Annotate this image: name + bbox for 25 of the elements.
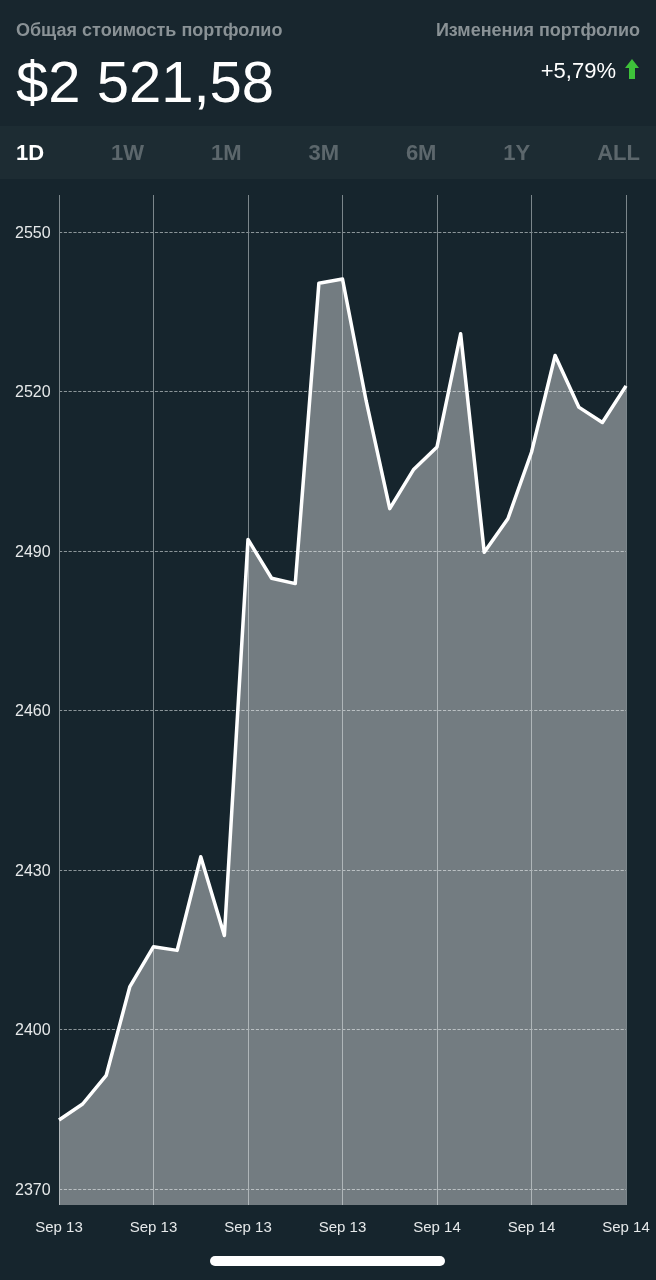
x-tick-label: Sep 13 [318,1218,367,1235]
x-tick-label: Sep 13 [224,1218,272,1235]
x-tick-label: Sep 14 [507,1218,556,1235]
y-tick-label: 2400 [15,1021,51,1039]
text: ALL [597,139,640,166]
y-tick-label: 2550 [15,223,51,241]
text: 6M [405,139,437,166]
x-tick-label: Sep 14 [413,1218,461,1235]
text: 3M [308,139,339,166]
x-tick-label: Sep 13 [129,1218,178,1235]
y-tick-label: 2520 [15,383,51,401]
y-tick-label: 2490 [15,542,51,560]
y-tick-label: 2460 [15,702,51,720]
text: 1W [111,139,145,166]
chart-subtitle: $2 521,58 [16,48,275,115]
text: 1Y [503,139,531,166]
chart-title: Общая стоимость портфолио [16,20,283,41]
y-tick-label: 2370 [15,1180,51,1198]
text: Изменения портфолио [435,20,640,41]
x-tick-label: Sep 14 [602,1218,650,1235]
x-tick-label: Sep 13 [35,1218,83,1235]
text: 1D [16,139,45,166]
text: 1M [210,139,242,166]
y-tick-label: 2430 [15,861,51,879]
text: +5,79% [540,58,616,84]
